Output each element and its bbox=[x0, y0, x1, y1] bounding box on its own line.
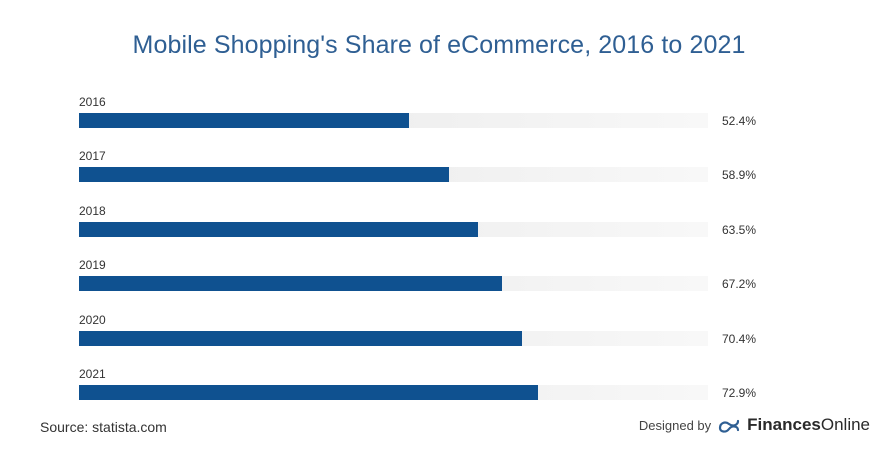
designed-by-label: Designed by bbox=[638, 417, 712, 433]
bar bbox=[79, 276, 502, 292]
bar bbox=[79, 221, 479, 237]
category-label: 2018 bbox=[79, 203, 106, 218]
value-label: 52.4% bbox=[722, 114, 757, 128]
bar-track bbox=[79, 330, 708, 346]
bar-row: 2019 67.2% bbox=[79, 258, 799, 312]
category-label: 2019 bbox=[79, 258, 106, 273]
financesonline-logo-icon bbox=[717, 415, 741, 435]
category-label: 2021 bbox=[79, 366, 106, 381]
bar-row: 2017 58.9% bbox=[79, 149, 799, 203]
bar-row: 2018 63.5% bbox=[79, 204, 799, 258]
bar bbox=[79, 384, 538, 400]
bar-chart: 2016 52.4% 2017 58.9% 2018 63.5% 2019 67.2% 2020… bbox=[79, 95, 799, 421]
value-label: 63.5% bbox=[722, 222, 757, 237]
bar-track bbox=[79, 113, 708, 128]
brand-regular: Online bbox=[820, 415, 870, 434]
bar-track bbox=[79, 167, 708, 183]
source-note: Source: statista.com bbox=[40, 419, 167, 435]
bar-row: 2016 52.4% bbox=[79, 95, 799, 149]
bar-row: 2021 72.9% bbox=[79, 367, 799, 421]
designer-credit[interactable]: Designed by FinancesOnline bbox=[639, 415, 870, 435]
chart-title: Mobile Shopping's Share of eCommerce, 20… bbox=[132, 31, 746, 59]
category-label: 2017 bbox=[79, 149, 106, 164]
bar-row: 2020 70.4% bbox=[79, 313, 799, 367]
category-label: 2020 bbox=[79, 312, 106, 327]
value-label: 70.4% bbox=[722, 331, 757, 346]
bar-track bbox=[79, 221, 708, 237]
bar bbox=[79, 167, 450, 183]
brand-bold: Finances bbox=[747, 415, 821, 434]
category-label: 2016 bbox=[79, 95, 106, 109]
bar bbox=[79, 113, 409, 128]
bar-track bbox=[79, 276, 708, 292]
financesonline-logo-text: FinancesOnline bbox=[747, 415, 870, 435]
value-label: 72.9% bbox=[722, 385, 757, 400]
bar bbox=[79, 330, 522, 346]
bar-track bbox=[79, 384, 708, 400]
value-label: 67.2% bbox=[722, 277, 757, 292]
value-label: 58.9% bbox=[722, 168, 757, 183]
